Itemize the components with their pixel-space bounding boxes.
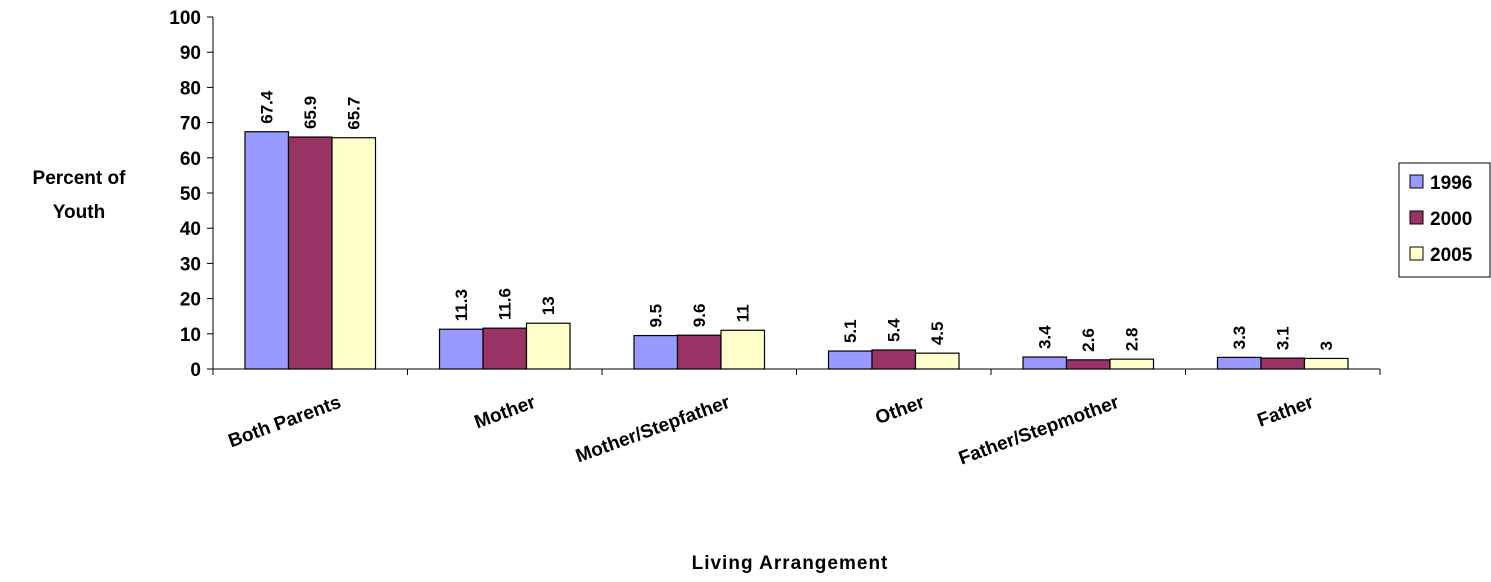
data-label: 5.1	[841, 319, 860, 343]
category-labels: Both Parents Mother Mother/Stepfather Other…	[226, 392, 1317, 470]
data-label: 9.5	[647, 304, 666, 328]
data-label: 2.8	[1123, 328, 1142, 352]
y-axis-title-line-2: Youth	[53, 202, 105, 223]
bar-2000	[482, 327, 528, 370]
data-label: 3.3	[1230, 326, 1249, 350]
bar-2005	[720, 329, 766, 370]
data-label: 67.4	[258, 90, 277, 124]
bars	[244, 131, 1349, 370]
y-tick-label: 10	[180, 325, 201, 346]
bar-2000	[1065, 359, 1111, 370]
y-tick-label: 40	[180, 219, 201, 240]
bar-2000	[676, 334, 722, 370]
legend: 1996 2000 2005	[1398, 162, 1491, 278]
y-tick-label: 50	[180, 184, 201, 205]
bar-1996	[1216, 356, 1262, 370]
data-label: 9.6	[690, 304, 709, 328]
legend-swatch	[1409, 246, 1424, 261]
y-tick-label: 80	[180, 78, 201, 99]
bar-2000	[871, 349, 917, 370]
bar-2005	[331, 137, 377, 370]
x-axis-title: Living Arrangement	[692, 553, 889, 574]
legend-swatch	[1409, 174, 1424, 189]
legend-label: 1996	[1430, 173, 1472, 194]
y-tick-label: 0	[190, 360, 201, 381]
y-tick-label: 100	[169, 8, 201, 29]
y-tick-label: 30	[180, 254, 201, 275]
y-tick-label: 70	[180, 114, 201, 135]
y-tick-label: 90	[180, 43, 201, 64]
data-label: 13	[539, 296, 558, 315]
bar-1996	[438, 328, 484, 370]
data-label: 2.6	[1079, 328, 1098, 352]
bar-1996	[827, 350, 873, 370]
data-label: 3	[1317, 341, 1336, 350]
legend-label: 2000	[1430, 209, 1472, 230]
bar-2005	[525, 322, 571, 370]
y-axis: 0 10 20 30 40 50 60 70 80 90 100	[169, 8, 214, 381]
data-label: 3.4	[1036, 325, 1055, 349]
category-label: Both Parents	[226, 392, 344, 452]
category-label: Mother/Stepfather	[573, 392, 734, 468]
bar-2005	[914, 352, 960, 370]
bar-1996	[244, 131, 290, 370]
x-axis	[212, 368, 1381, 375]
bar-2005	[1109, 358, 1155, 370]
data-label: 65.9	[301, 96, 320, 129]
y-axis-title-line-1: Percent of	[33, 168, 127, 189]
legend-label: 2005	[1430, 245, 1473, 266]
data-label: 5.4	[885, 318, 904, 342]
bar-1996	[633, 334, 679, 370]
category-label: Mother	[472, 392, 539, 434]
bar-2000	[1260, 357, 1306, 370]
data-label: 11.3	[452, 289, 471, 321]
data-label: 11	[734, 304, 753, 322]
category-label: Father	[1255, 392, 1317, 432]
category-label: Father/Stepmother	[956, 392, 1122, 470]
data-labels: 67.4 65.9 65.7 11.3 11.6 13 9.5 9.6 11 5.1 5.4 4.5 3…	[258, 90, 1337, 352]
bar-2000	[287, 136, 333, 370]
data-label: 65.7	[345, 97, 364, 130]
data-label: 11.6	[496, 288, 515, 320]
legend-swatch	[1409, 210, 1424, 225]
y-tick-label: 60	[180, 149, 201, 170]
category-label: Other	[873, 392, 928, 429]
data-label: 4.5	[928, 322, 947, 346]
bar-1996	[1022, 356, 1068, 370]
bar-2005	[1303, 357, 1349, 370]
data-label: 3.1	[1274, 326, 1293, 350]
y-tick-label: 20	[180, 290, 201, 311]
